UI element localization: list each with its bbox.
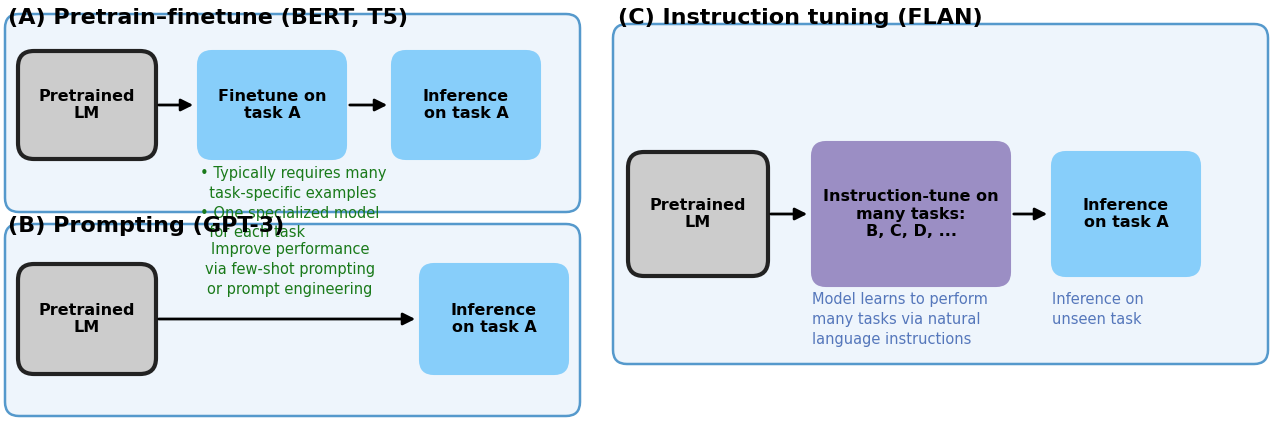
Text: Pretrained
LM: Pretrained LM xyxy=(38,303,136,335)
Text: Inference
on task A: Inference on task A xyxy=(422,89,509,121)
Text: • Typically requires many
  task-specific examples
• One specialized model
  for: • Typically requires many task-specific … xyxy=(200,166,387,240)
Text: Inference on
unseen task: Inference on unseen task xyxy=(1052,292,1144,327)
FancyBboxPatch shape xyxy=(628,152,768,276)
Text: (C) Instruction tuning (FLAN): (C) Instruction tuning (FLAN) xyxy=(618,8,983,28)
Text: Pretrained
LM: Pretrained LM xyxy=(38,89,136,121)
FancyBboxPatch shape xyxy=(5,14,580,212)
Text: Pretrained
LM: Pretrained LM xyxy=(650,198,746,230)
Text: Model learns to perform
many tasks via natural
language instructions: Model learns to perform many tasks via n… xyxy=(812,292,988,346)
FancyBboxPatch shape xyxy=(392,51,540,159)
FancyBboxPatch shape xyxy=(5,224,580,416)
Text: Finetune on
task A: Finetune on task A xyxy=(218,89,326,121)
Text: Inference
on task A: Inference on task A xyxy=(451,303,538,335)
FancyBboxPatch shape xyxy=(420,264,568,374)
FancyBboxPatch shape xyxy=(812,142,1010,286)
FancyBboxPatch shape xyxy=(613,24,1268,364)
Text: (A) Pretrain–finetune (BERT, T5): (A) Pretrain–finetune (BERT, T5) xyxy=(8,8,408,28)
Text: Improve performance
via few-shot prompting
or prompt engineering: Improve performance via few-shot prompti… xyxy=(205,242,375,297)
FancyBboxPatch shape xyxy=(18,264,156,374)
Text: Instruction-tune on
many tasks:
B, C, D, ...: Instruction-tune on many tasks: B, C, D,… xyxy=(823,189,998,239)
Text: (B) Prompting (GPT-3): (B) Prompting (GPT-3) xyxy=(8,216,284,236)
Text: Inference
on task A: Inference on task A xyxy=(1083,198,1169,230)
FancyBboxPatch shape xyxy=(1052,152,1201,276)
FancyBboxPatch shape xyxy=(18,51,156,159)
FancyBboxPatch shape xyxy=(198,51,346,159)
